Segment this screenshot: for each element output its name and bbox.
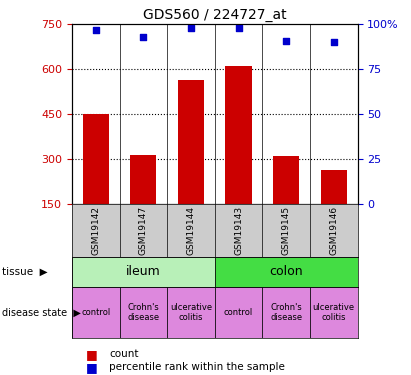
Point [330,39,337,45]
Point [140,34,147,40]
Point [188,25,194,31]
Text: colon: colon [269,266,303,278]
Text: control: control [81,308,111,317]
Text: ulcerative
colitis: ulcerative colitis [170,303,212,322]
Bar [83,114,109,204]
Text: disease state  ▶: disease state ▶ [2,308,81,318]
Bar [215,287,262,338]
Text: ■: ■ [86,348,98,361]
Text: GSM19146: GSM19146 [329,206,338,255]
Text: count: count [109,350,139,359]
Bar [273,156,299,204]
Text: ■: ■ [86,361,98,374]
Bar [262,287,310,338]
Bar [226,66,252,204]
Bar [72,257,215,287]
Text: control: control [224,308,253,317]
Text: Crohn's
disease: Crohn's disease [127,303,159,322]
Text: ileum: ileum [126,266,161,278]
Point [283,38,289,44]
Bar [321,170,347,204]
Text: ulcerative
colitis: ulcerative colitis [313,303,355,322]
Text: Crohn's
disease: Crohn's disease [270,303,302,322]
Point [235,25,242,31]
Text: GSM19145: GSM19145 [282,206,291,255]
Bar [130,155,157,204]
Text: tissue  ▶: tissue ▶ [2,267,48,277]
Bar [178,80,204,204]
Text: percentile rank within the sample: percentile rank within the sample [109,363,285,372]
Bar [167,287,215,338]
Text: GSM19144: GSM19144 [187,206,196,255]
Bar [215,257,358,287]
Bar [310,287,358,338]
Text: GSM19143: GSM19143 [234,206,243,255]
Point [92,27,99,33]
Text: GSM19147: GSM19147 [139,206,148,255]
Text: GSM19142: GSM19142 [91,206,100,255]
Title: GDS560 / 224727_at: GDS560 / 224727_at [143,8,286,22]
Bar [72,287,120,338]
Bar [120,287,167,338]
